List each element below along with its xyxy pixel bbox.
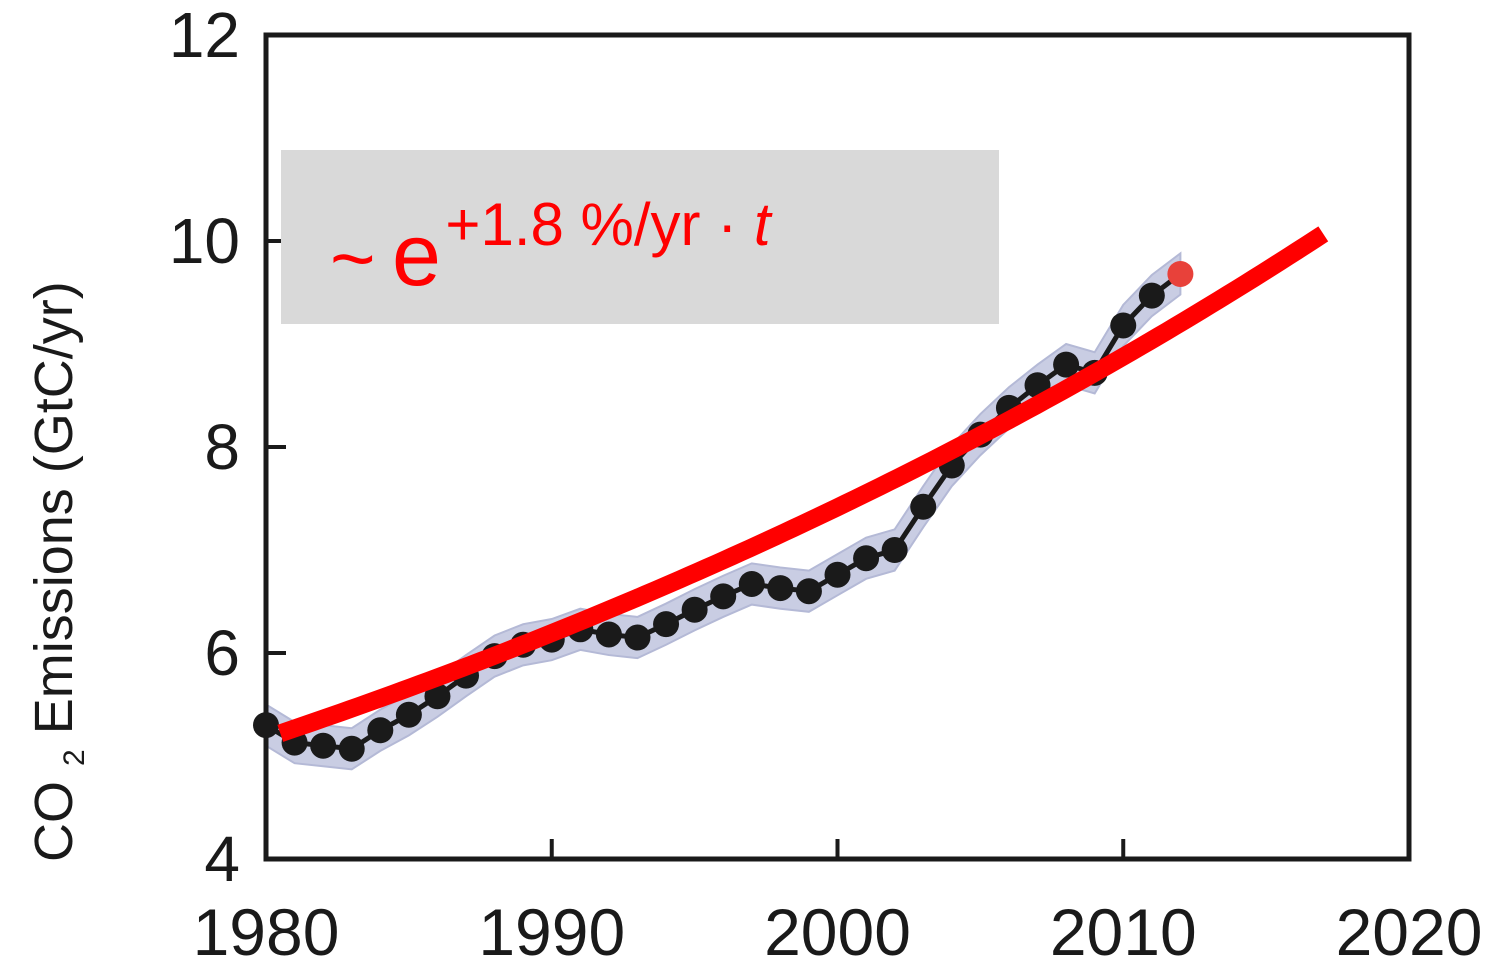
annotation-base: e [392, 205, 441, 304]
y-tick-label: 10 [169, 205, 240, 277]
y-axis-label-main: CO [24, 781, 84, 862]
data-point [681, 596, 708, 623]
annotation-box: ~ e +1.8 %/yr · t [281, 150, 999, 324]
y-axis-label-rest: Emissions (GtC/yr) [24, 281, 84, 734]
annotation-exponent: +1.8 %/yr · [445, 191, 753, 258]
data-point [367, 717, 394, 744]
observed-series-line [264, 271, 1182, 752]
data-point [1110, 312, 1137, 339]
y-tick-label: 12 [169, 0, 240, 71]
data-point [824, 561, 851, 588]
data-point [710, 583, 737, 610]
data-point [767, 575, 794, 602]
y-axis-label: CO 2 Emissions (GtC/yr) [24, 281, 96, 862]
y-tick-label: 6 [204, 617, 240, 689]
exponential-fit-curve [277, 226, 1329, 742]
data-point [424, 683, 451, 710]
uncertainty-band [265, 251, 1182, 771]
x-tick-label: 1990 [478, 895, 625, 964]
annotation-variable: t [754, 191, 773, 258]
x-axis-ticks: 1980 1990 2000 2010 2020 [193, 839, 1483, 969]
annotation-formula: ~ e +1.8 %/yr · t [330, 191, 773, 304]
data-point [338, 735, 365, 762]
annotation-background [281, 150, 999, 324]
x-tick-label: 1980 [193, 895, 340, 964]
x-tick-label: 2010 [1050, 895, 1197, 964]
data-point [310, 732, 337, 759]
data-point [595, 621, 622, 648]
y-tick-label: 4 [204, 823, 240, 895]
data-point [395, 701, 422, 728]
y-axis-ticks: 4 6 8 10 12 [169, 0, 286, 895]
data-point [853, 545, 880, 572]
data-point [881, 537, 908, 563]
data-point [910, 493, 937, 520]
x-tick-label: 2020 [1336, 895, 1483, 964]
x-tick-label: 2000 [764, 895, 911, 964]
y-tick-label: 8 [204, 411, 240, 483]
data-point [1053, 351, 1080, 378]
uncertainty-band-area [265, 251, 1182, 771]
data-point [1138, 282, 1165, 309]
observed-line [264, 271, 1182, 752]
data-point [653, 611, 680, 638]
data-point [795, 578, 822, 605]
annotation-tilde: ~ [330, 214, 376, 302]
exponential-fit [277, 226, 1329, 742]
y-axis-label-subscript: 2 [58, 749, 91, 766]
data-point [738, 570, 765, 597]
data-point [624, 624, 651, 651]
latest-data-point [1167, 260, 1194, 287]
